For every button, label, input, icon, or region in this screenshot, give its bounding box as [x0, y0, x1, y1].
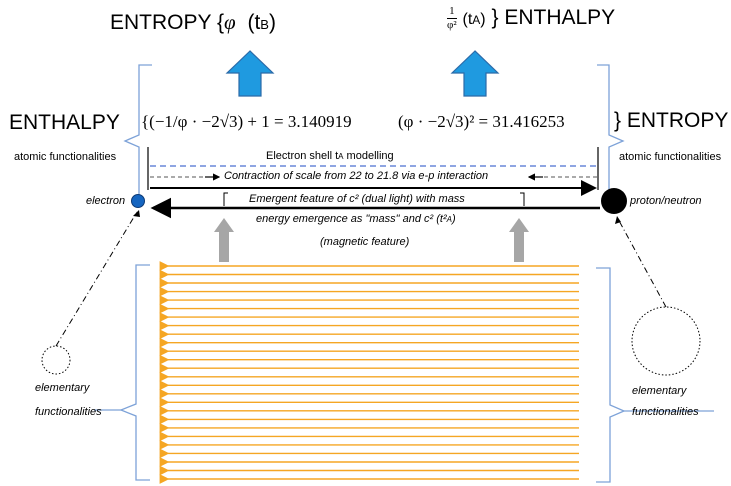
middle-left-enthalpy-word: ENTHALPY: [9, 111, 120, 134]
electron-label: electron: [86, 195, 126, 207]
upper-left-bracket: [123, 64, 152, 200]
elementary-left-line1: elementary: [35, 382, 90, 394]
elementary-right-line1: elementary: [632, 385, 687, 397]
emergent-feature-label: Emergent feature of c² (dual light) with…: [249, 193, 465, 205]
atomic-functionalities-right: atomic functionalities: [619, 151, 722, 163]
elementary-dotted-circle-left: [41, 345, 71, 375]
lower-left-bracket: [119, 264, 150, 481]
atomic-functionalities-left: atomic functionalities: [14, 151, 117, 163]
elementary-dotted-circle-right: [631, 306, 701, 376]
top-left-entropy-label: ENTROPY {φ (tB): [110, 10, 276, 34]
gray-up-arrow-left: [214, 218, 234, 262]
magnetic-feature-label: (magnetic feature): [320, 236, 410, 248]
energy-emergence-label: energy emergence as "mass" and c² (t²A): [256, 213, 456, 225]
blue-up-arrow-icon-right: [450, 50, 500, 97]
top-right-enthalpy-label: 1 φ² (tA) } ENTHALPY: [447, 5, 616, 31]
blue-up-arrow-icon-left: [225, 50, 275, 97]
orange-energy-lines: [159, 261, 579, 484]
middle-right-entropy-word: } ENTROPY: [614, 109, 729, 132]
upper-right-bracket: [597, 64, 625, 200]
gray-up-arrow-right: [509, 218, 529, 262]
contraction-label: Contraction of scale from 22 to 21.8 via…: [224, 170, 489, 182]
proton-circle-icon: [601, 188, 627, 214]
lower-right-bracket: [596, 267, 626, 483]
elementary-left-line2: functionalities: [35, 406, 102, 418]
middle-left-formula: {(−1/φ · −2√3) + 1 = 3.140919: [141, 112, 352, 131]
elementary-right-line2: functionalities: [632, 406, 699, 418]
electron-shell-label: Electron shell tA modelling: [266, 150, 394, 162]
electron-circle-icon: [131, 194, 145, 208]
middle-right-formula: (φ · −2√3)² = 31.416253: [398, 112, 565, 131]
proton-neutron-label: proton/neutron: [630, 195, 702, 207]
